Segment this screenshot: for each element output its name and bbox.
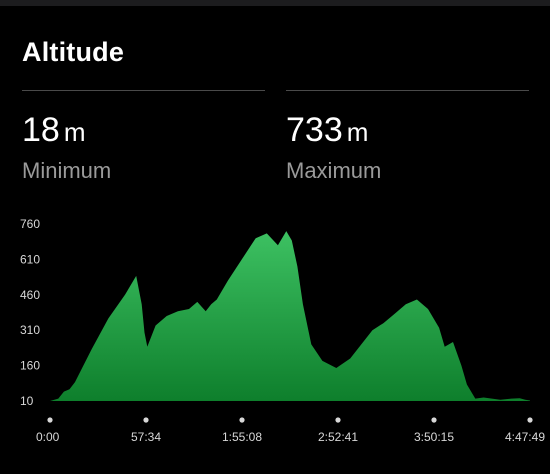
card-title: Altitude: [22, 37, 125, 67]
x-tick-label: 3:50:15: [414, 430, 454, 444]
minimum-number: 18: [22, 111, 60, 149]
maximum-value: 733 m: [286, 110, 381, 152]
maximum-label: Maximum: [286, 158, 382, 183]
x-tick-dot: [335, 417, 341, 423]
x-tick-label: 4:47:49: [505, 430, 545, 444]
stat-maximum: 733 m Maximum: [286, 110, 381, 184]
x-tick-label: 1:55:08: [222, 430, 262, 444]
altitude-area-series: [50, 231, 530, 401]
x-tick-dot: [47, 417, 53, 423]
maximum-unit: m: [346, 117, 369, 147]
x-tick-dot: [143, 417, 149, 423]
y-tick-label: 460: [20, 288, 40, 302]
x-tick-dot: [239, 417, 245, 423]
y-tick-label: 610: [20, 252, 40, 266]
divider-left: [22, 90, 265, 91]
stat-minimum: 18 m Minimum: [22, 110, 111, 184]
y-axis: 760 610 460 310 160 10: [20, 217, 40, 408]
series-layer: [50, 231, 530, 401]
x-tick-label: 57:34: [131, 430, 161, 444]
x-tick-label: 0:00: [36, 430, 60, 444]
y-tick-label: 160: [20, 359, 40, 373]
x-axis: 0:00 57:34 1:55:08 2:52:41 3:50:15 4:47:49: [36, 417, 545, 444]
x-tick-dot: [431, 417, 437, 423]
x-tick-dot: [527, 417, 533, 423]
x-tick-label: 2:52:41: [318, 430, 358, 444]
y-tick-label: 10: [20, 394, 34, 408]
window-top-strip: [0, 0, 550, 6]
minimum-value: 18 m: [22, 110, 111, 152]
y-tick-label: 310: [20, 323, 40, 337]
minimum-label: Minimum: [22, 158, 112, 183]
y-tick-label: 760: [20, 217, 40, 231]
maximum-number: 733: [286, 111, 343, 149]
divider-right: [286, 90, 529, 91]
minimum-unit: m: [63, 117, 86, 147]
